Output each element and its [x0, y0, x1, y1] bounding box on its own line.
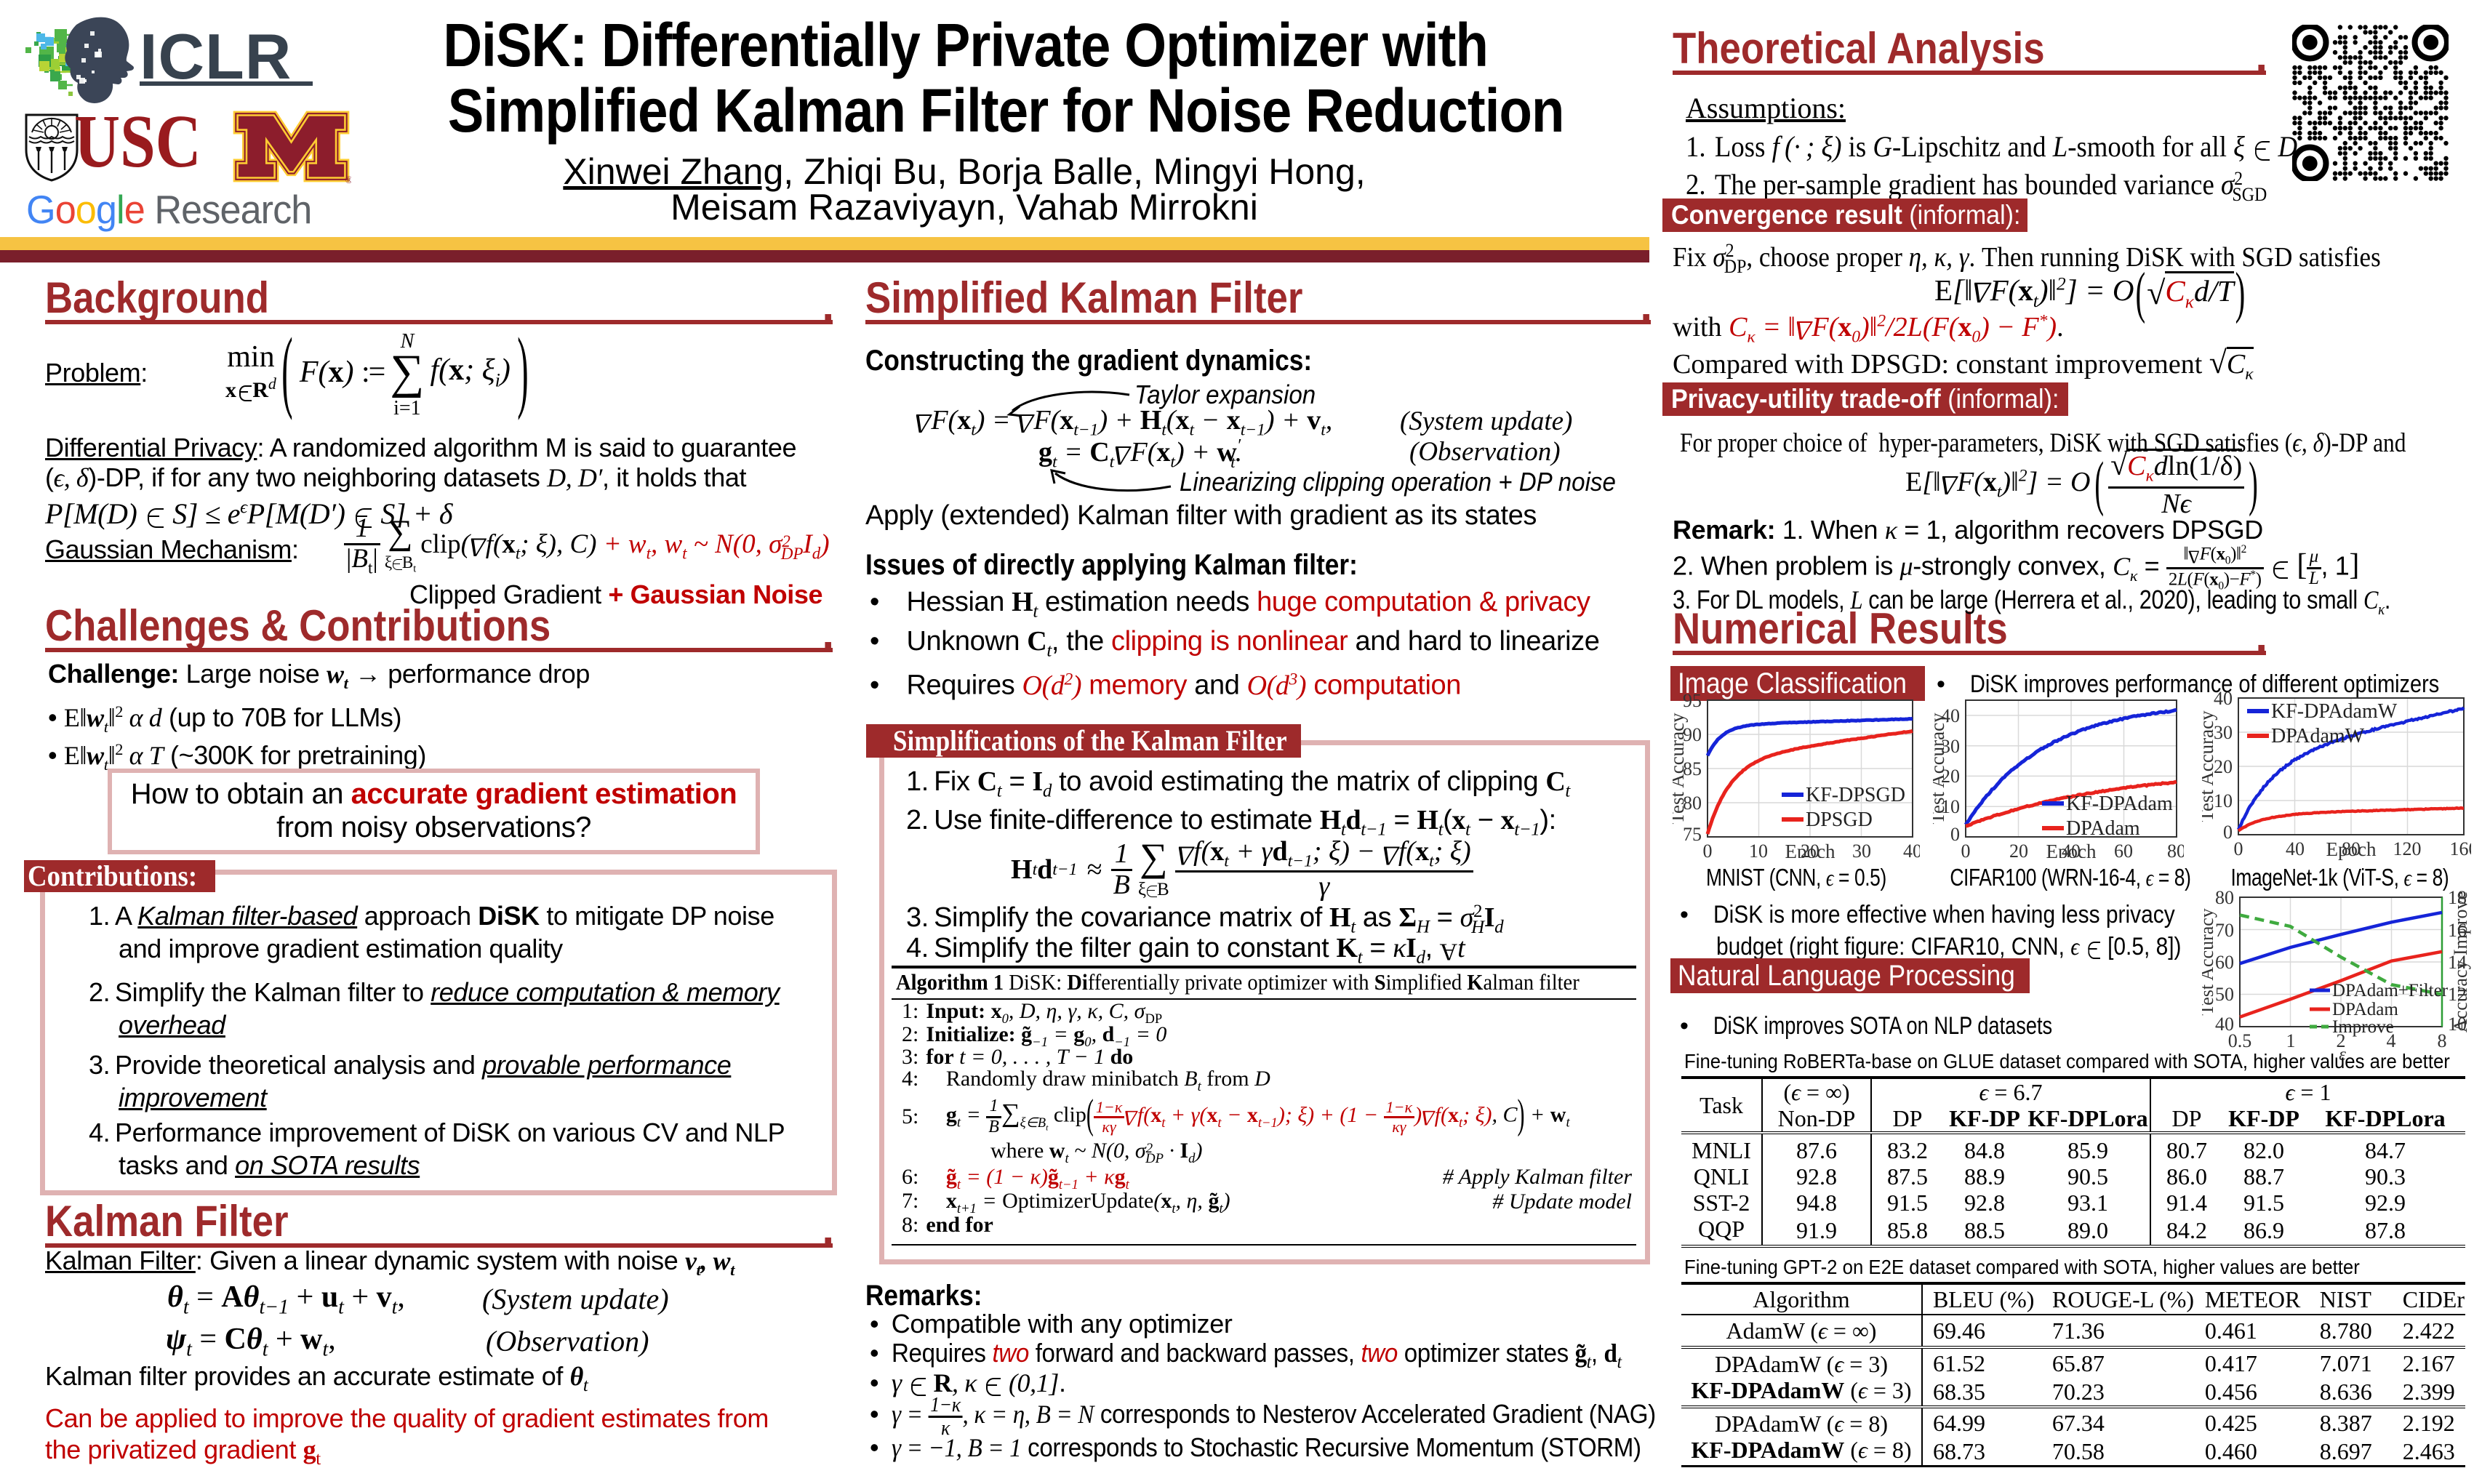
svg-text:80: 80 [2342, 838, 2361, 859]
svg-text:80: 80 [1683, 793, 1702, 814]
svg-text:30: 30 [1852, 841, 1871, 858]
svg-text:10: 10 [1749, 841, 1768, 858]
svg-text:Test Accuracy: Test Accuracy [1933, 713, 1948, 825]
svg-text:40: 40 [1903, 841, 1920, 858]
svg-text:20: 20 [2214, 756, 2233, 777]
svg-text:DPAdam+Filter: DPAdam+Filter [2332, 981, 2449, 1000]
svg-text:80: 80 [2215, 889, 2234, 908]
svg-text:DPAdam: DPAdam [2332, 1000, 2398, 1019]
svg-text:20: 20 [1941, 766, 1960, 787]
svg-text:14: 14 [2448, 952, 2467, 973]
svg-text:70: 70 [2215, 920, 2234, 941]
svg-text:ε: ε [2339, 1045, 2346, 1063]
svg-text:85: 85 [1683, 758, 1702, 779]
svg-text:0: 0 [1703, 841, 1713, 858]
svg-text:0.5: 0.5 [2228, 1030, 2252, 1051]
svg-text:8: 8 [2438, 1030, 2447, 1051]
svg-text:16: 16 [2448, 920, 2467, 941]
svg-text:30: 30 [1941, 736, 1960, 757]
svg-text:DPSGD: DPSGD [1806, 809, 1873, 831]
svg-text:40: 40 [2286, 838, 2305, 859]
svg-text:12: 12 [2448, 984, 2467, 1005]
svg-text:0: 0 [1950, 824, 1960, 845]
svg-text:2: 2 [2337, 1030, 2346, 1051]
svg-text:90: 90 [1683, 724, 1702, 745]
svg-text:Epoch: Epoch [1785, 841, 1836, 858]
svg-text:40: 40 [2214, 691, 2233, 709]
svg-text:120: 120 [2393, 838, 2422, 859]
svg-text:Accuracy Improve: Accuracy Improve [2450, 891, 2471, 1032]
svg-text:Test Accuracy: Test Accuracy [2202, 710, 2217, 822]
svg-text:KF-DPSGD: KF-DPSGD [1806, 784, 1905, 806]
svg-text:40: 40 [1941, 705, 1960, 726]
svg-text:10: 10 [1941, 796, 1960, 817]
svg-text:DPAdam: DPAdam [2066, 817, 2140, 840]
svg-text:Test Accuracy: Test Accuracy [2202, 908, 2217, 1016]
svg-text:KF-DPAdam: KF-DPAdam [2066, 793, 2173, 815]
svg-text:40: 40 [2215, 1014, 2234, 1035]
svg-text:1: 1 [2286, 1030, 2296, 1051]
svg-text:60: 60 [2215, 952, 2234, 973]
svg-text:0: 0 [2234, 838, 2243, 859]
svg-text:50: 50 [2215, 984, 2234, 1005]
svg-text:80: 80 [2167, 841, 2184, 858]
svg-text:10: 10 [2448, 1014, 2467, 1035]
svg-text:Test Accuracy: Test Accuracy [1673, 713, 1688, 825]
svg-text:18: 18 [2448, 889, 2467, 908]
svg-text:DPAdamW: DPAdamW [2271, 725, 2365, 747]
svg-text:ICLR: ICLR [140, 20, 292, 92]
svg-text:0: 0 [1961, 841, 1971, 858]
svg-text:75: 75 [1683, 824, 1702, 845]
svg-text:95: 95 [1683, 694, 1702, 711]
svg-text:®: ® [345, 175, 351, 184]
svg-text:160: 160 [2450, 838, 2472, 859]
svg-text:0: 0 [2223, 822, 2233, 843]
svg-text:Epoch: Epoch [2046, 841, 2097, 858]
svg-text:30: 30 [2214, 722, 2233, 743]
svg-text:60: 60 [2114, 841, 2133, 858]
svg-text:Improve: Improve [2332, 1017, 2394, 1037]
svg-text:KF-DPAdamW: KF-DPAdamW [2271, 700, 2398, 723]
svg-text:20: 20 [2009, 841, 2028, 858]
svg-text:10: 10 [2214, 790, 2233, 811]
svg-text:Epoch: Epoch [2326, 838, 2377, 860]
svg-text:4: 4 [2387, 1030, 2396, 1051]
